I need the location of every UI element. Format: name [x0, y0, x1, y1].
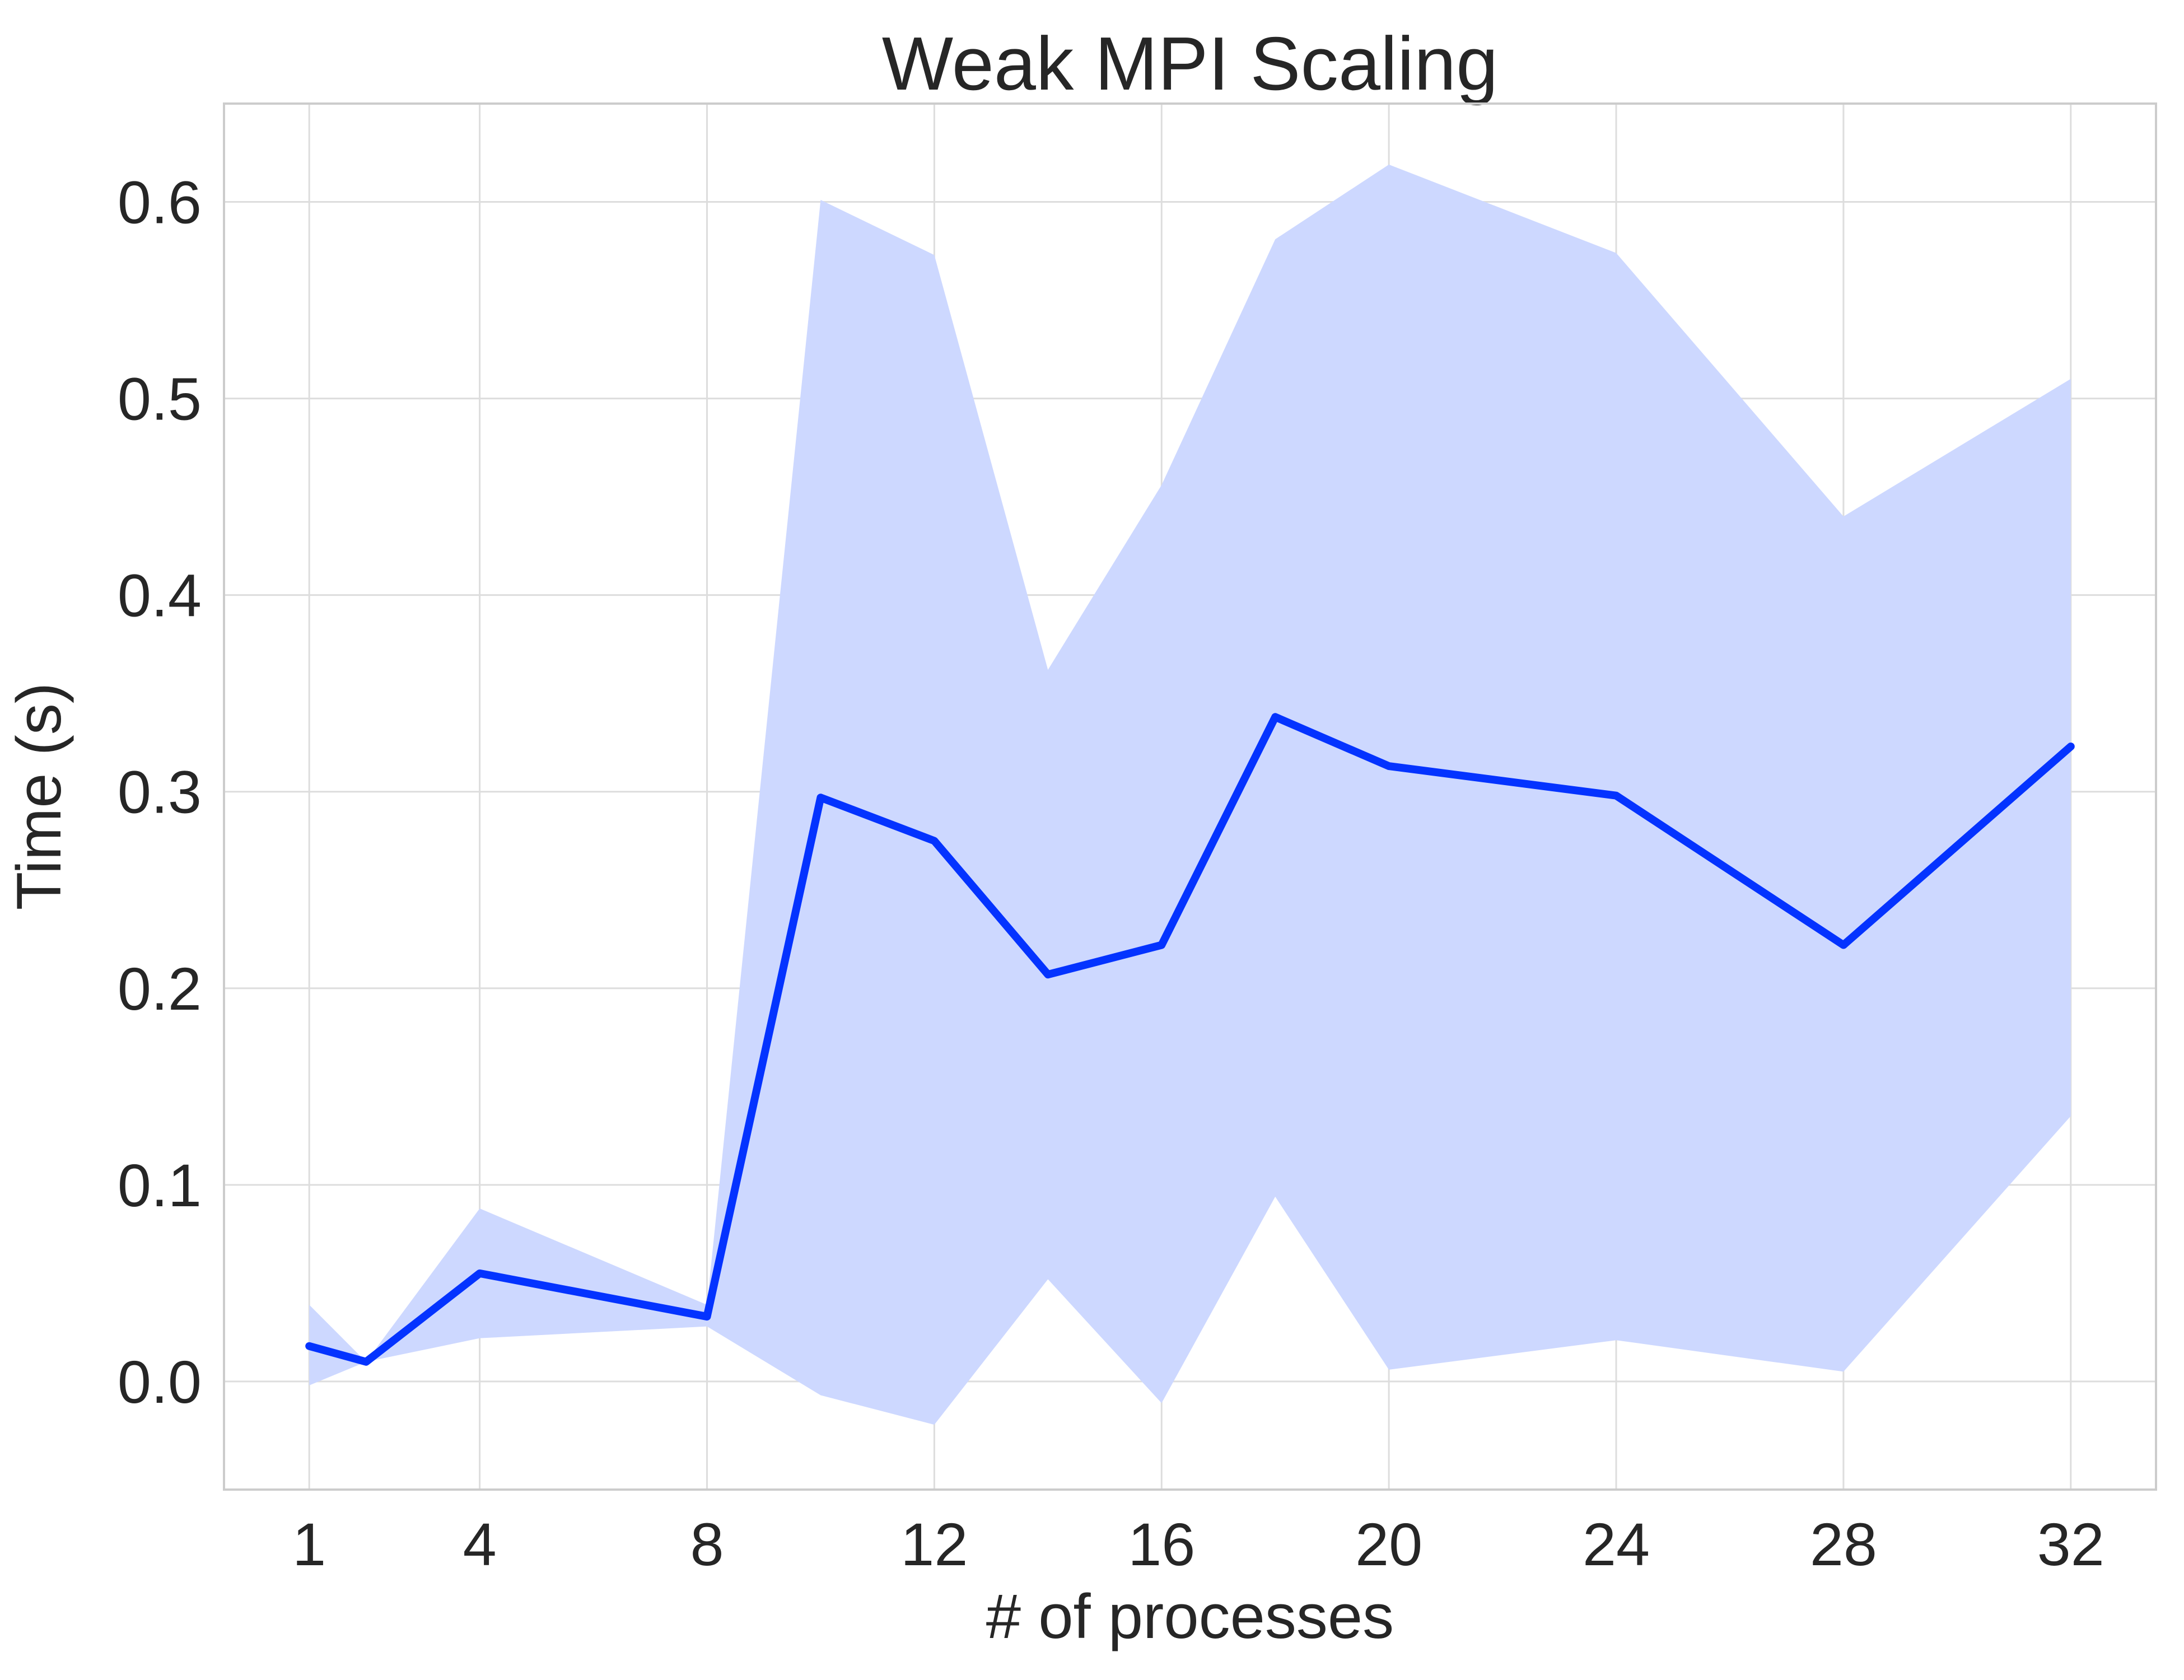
x-tick-label: 24	[1583, 1510, 1650, 1578]
x-tick-label: 16	[1128, 1510, 1195, 1578]
x-tick-label: 8	[690, 1510, 724, 1578]
x-tick-label: 12	[900, 1510, 968, 1578]
x-tick-label: 32	[2037, 1510, 2104, 1578]
x-tick-label: 20	[1355, 1510, 1422, 1578]
y-tick-label: 0.2	[118, 955, 202, 1023]
series-line	[305, 713, 2075, 1366]
y-tick-label: 0.0	[118, 1348, 202, 1416]
x-tick-label: 28	[1810, 1510, 1877, 1578]
x-axis-label: # of processes	[986, 1581, 1394, 1651]
confidence-band	[309, 164, 2071, 1425]
confidence-band-layer	[309, 164, 2071, 1425]
series-line-layer	[305, 713, 2075, 1366]
y-tick-label: 0.6	[118, 169, 202, 236]
y-tick-label: 0.5	[118, 365, 202, 433]
y-tick-label: 0.1	[118, 1151, 202, 1219]
plot-frame	[223, 102, 2157, 1491]
chart-title: Weak MPI Scaling	[882, 21, 1498, 106]
x-tick-label: 1	[292, 1510, 326, 1578]
y-tick-label: 0.4	[118, 562, 202, 629]
y-axis-label: Time (s)	[4, 683, 74, 910]
y-tick-labels: 0.0 0.1 0.2 0.3 0.4 0.5 0.6	[118, 169, 202, 1416]
x-tick-labels: 1 4 8 12 16 20 24 28 32	[292, 1510, 2104, 1578]
y-tick-label: 0.3	[118, 758, 202, 826]
x-tick-label: 4	[463, 1510, 497, 1578]
